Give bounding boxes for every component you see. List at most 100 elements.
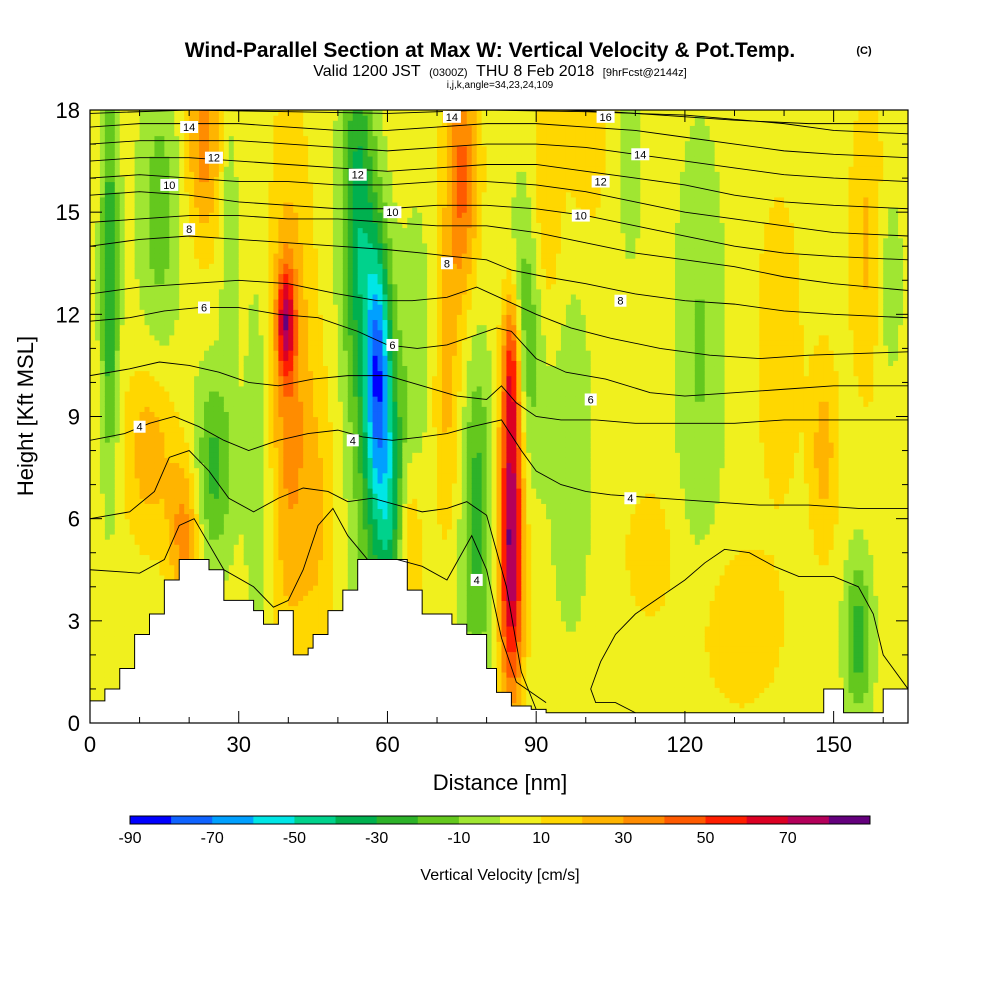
field-cell [258, 508, 265, 515]
field-cell [233, 232, 240, 239]
field-cell [213, 477, 220, 484]
field-cell [174, 385, 180, 392]
field-cell [199, 232, 205, 239]
field-cell [283, 253, 289, 259]
field-cell [204, 161, 210, 167]
field-cell [204, 293, 210, 300]
field-cell [278, 237, 284, 244]
field-cell [263, 554, 270, 561]
field-cell [263, 247, 270, 254]
field-cell [159, 390, 165, 397]
field-cell [114, 416, 121, 423]
field-cell [238, 528, 245, 535]
field-cell [273, 477, 279, 484]
field-cell [129, 339, 136, 346]
field-cell [184, 375, 190, 382]
field-cell [283, 258, 289, 264]
field-cell [223, 329, 230, 336]
field-cell [90, 585, 96, 591]
field-cell [104, 590, 111, 596]
field-cell [90, 334, 96, 341]
field-cell [208, 350, 215, 356]
field-cell [179, 273, 185, 280]
field-cell [104, 646, 111, 653]
field-cell [114, 171, 121, 178]
field-cell [109, 370, 116, 377]
field-cell [159, 299, 165, 305]
field-cell [268, 288, 275, 295]
field-cell [99, 533, 106, 540]
field-cell [124, 488, 131, 494]
field-cell [288, 140, 294, 147]
field-cell [268, 278, 275, 285]
field-cell [238, 319, 245, 326]
field-cell [204, 196, 210, 203]
field-cell [189, 176, 195, 183]
field-cell [268, 574, 275, 581]
field-cell [154, 140, 161, 147]
field-cell [90, 579, 96, 586]
field-cell [134, 181, 141, 188]
field-cell [134, 585, 141, 591]
field-cell [179, 309, 185, 315]
field-cell [109, 115, 116, 121]
field-cell [149, 365, 156, 372]
field-cell [104, 457, 111, 464]
field-cell [204, 166, 210, 172]
field-cell [233, 253, 240, 259]
field-cell [179, 370, 185, 377]
field-cell [164, 201, 170, 208]
field-cell [258, 339, 265, 346]
field-cell [129, 431, 136, 438]
field-cell [248, 222, 255, 229]
field-cell [159, 217, 165, 223]
field-cell [258, 421, 265, 428]
field-cell [90, 130, 96, 137]
field-cell [194, 462, 200, 469]
field-cell [94, 232, 101, 239]
field-cell [233, 242, 240, 249]
field-cell [134, 431, 141, 438]
field-cell [283, 569, 289, 576]
field-cell [223, 564, 230, 571]
field-cell [238, 217, 245, 223]
field-cell [283, 564, 289, 571]
field-cell [129, 120, 136, 126]
field-cell [169, 334, 175, 341]
field-cell [124, 549, 131, 556]
field-cell [204, 544, 210, 550]
field-cell [288, 493, 294, 499]
field-cell [90, 559, 96, 566]
field-cell [213, 493, 220, 499]
field-cell [119, 268, 126, 275]
field-cell [213, 385, 220, 392]
field-cell [179, 523, 185, 530]
field-cell [144, 472, 151, 479]
field-cell [174, 436, 180, 443]
field-cell [243, 135, 250, 142]
field-cell [124, 196, 131, 203]
field-cell [263, 339, 270, 346]
field-cell [144, 396, 151, 402]
field-cell [154, 299, 161, 305]
field-cell [104, 636, 111, 642]
field-cell [238, 533, 245, 540]
field-cell [199, 181, 205, 188]
field-cell [139, 442, 146, 448]
field-cell [273, 207, 279, 213]
field-cell [204, 472, 210, 479]
field-cell [114, 125, 121, 132]
field-cell [149, 513, 156, 520]
field-cell [129, 309, 136, 315]
field-cell [104, 334, 111, 341]
field-cell [263, 155, 270, 162]
field-cell [288, 416, 294, 423]
field-cell [90, 355, 96, 361]
field-cell [114, 135, 121, 142]
field-cell [208, 181, 215, 188]
field-cell [208, 523, 215, 530]
field-cell [194, 227, 200, 234]
field-cell [134, 411, 141, 418]
field-cell [94, 457, 101, 464]
field-cell [124, 610, 131, 617]
